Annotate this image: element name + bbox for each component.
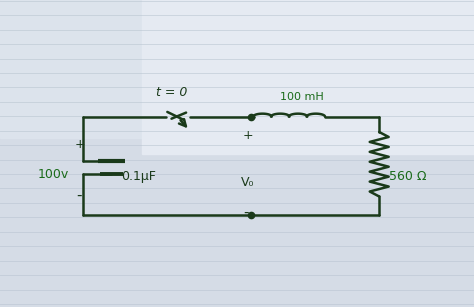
Text: t = 0: t = 0 [156,86,188,99]
Text: +: + [243,129,253,142]
Text: 100v: 100v [38,169,69,181]
Text: +: + [75,138,85,151]
Text: V₀: V₀ [241,176,254,189]
Text: -: - [244,204,249,219]
Text: -: - [76,188,82,202]
Bar [142,0,474,154]
Text: 0.1μF: 0.1μF [121,170,156,183]
Bar [0,0,474,138]
Text: 560 Ω: 560 Ω [389,170,426,183]
Text: 100 mH: 100 mH [280,92,323,102]
